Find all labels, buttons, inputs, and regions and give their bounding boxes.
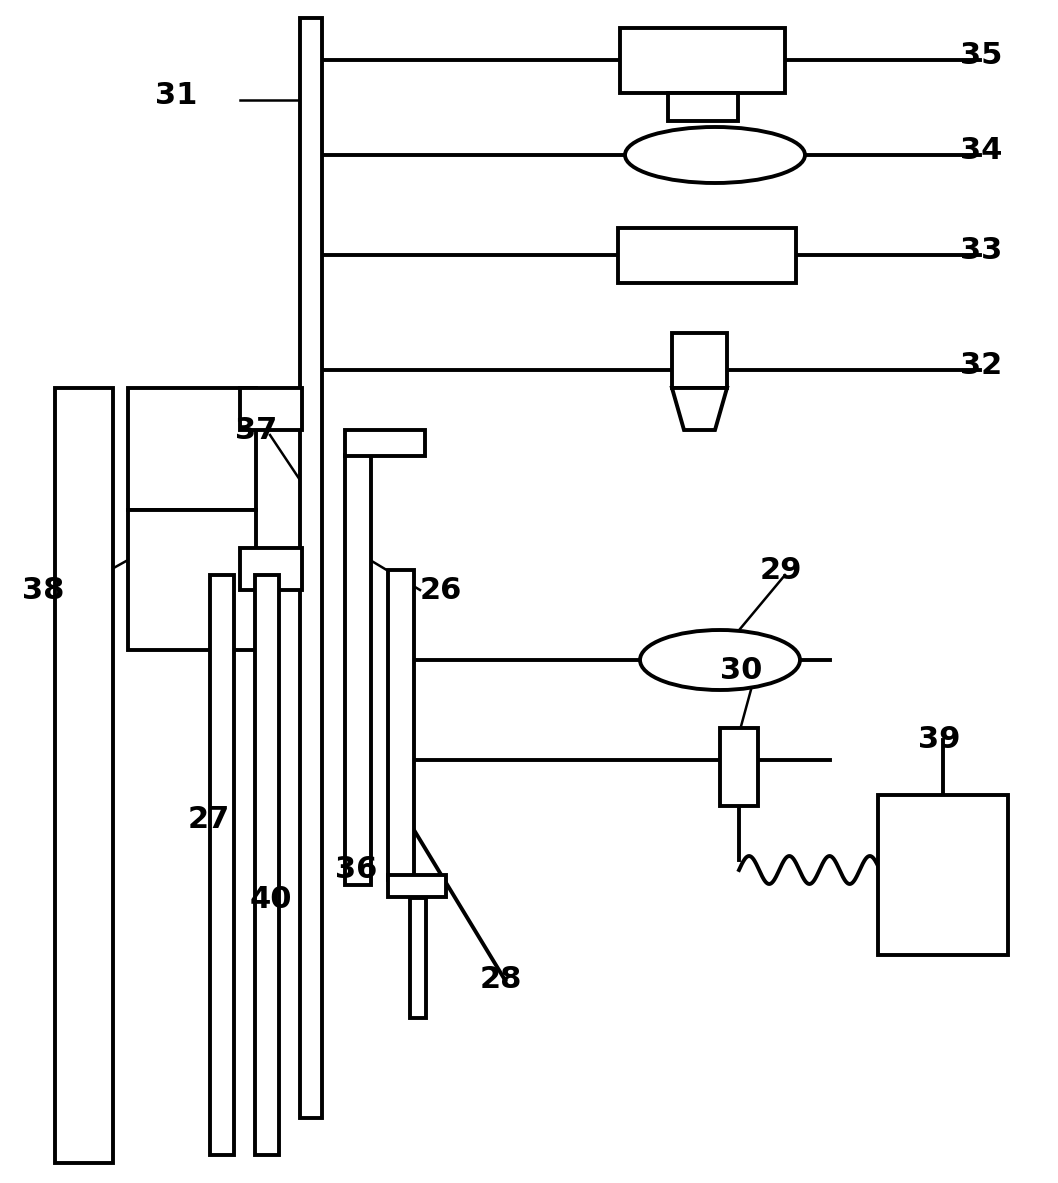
Text: 28: 28 — [480, 965, 523, 995]
Polygon shape — [672, 388, 727, 429]
Bar — [345, 455, 371, 885]
Text: 34: 34 — [960, 136, 1002, 164]
Bar — [388, 570, 414, 880]
Text: 38: 38 — [22, 575, 65, 605]
Bar — [300, 18, 322, 1118]
Text: 29: 29 — [760, 556, 803, 584]
Text: 35: 35 — [960, 40, 1002, 70]
Text: 40: 40 — [250, 886, 292, 914]
Text: 32: 32 — [960, 350, 1002, 380]
Bar — [209, 575, 234, 1155]
Bar — [128, 510, 256, 649]
Bar — [672, 332, 727, 388]
Text: 39: 39 — [918, 725, 961, 755]
Bar — [411, 898, 426, 1019]
Text: 26: 26 — [420, 575, 462, 605]
Bar — [345, 429, 425, 455]
Bar — [128, 388, 256, 510]
Text: 37: 37 — [235, 415, 277, 445]
Bar — [620, 28, 785, 93]
Text: 31: 31 — [156, 80, 198, 110]
Bar — [55, 388, 113, 1163]
Text: 30: 30 — [720, 655, 763, 685]
Bar — [255, 575, 279, 1155]
Text: 27: 27 — [188, 806, 231, 834]
Text: 36: 36 — [335, 855, 378, 885]
Bar — [388, 875, 446, 897]
Bar — [240, 548, 302, 590]
Bar — [878, 795, 1008, 955]
Bar — [240, 388, 302, 429]
Bar — [720, 728, 758, 806]
Bar — [618, 228, 796, 283]
Ellipse shape — [640, 631, 800, 690]
Bar — [668, 93, 738, 121]
Ellipse shape — [625, 127, 805, 183]
Text: 33: 33 — [960, 235, 1002, 265]
